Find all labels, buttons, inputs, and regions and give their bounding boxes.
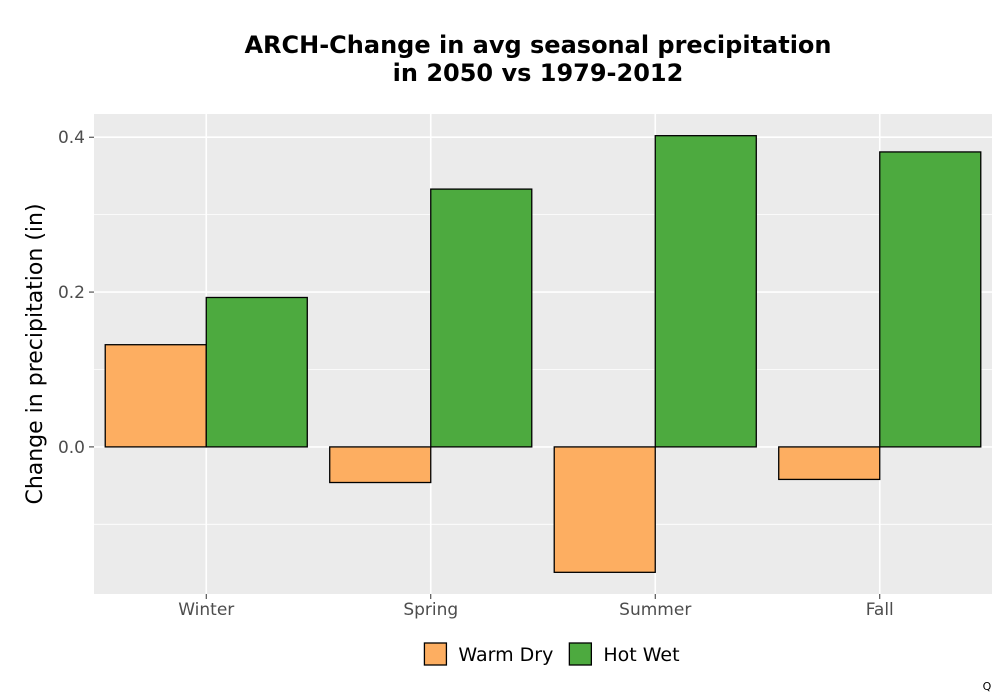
corner-note: Q (983, 680, 992, 693)
chart-title: ARCH-Change in avg seasonal precipitatio… (244, 31, 831, 87)
bar-warm-dry-fall (778, 446, 881, 481)
y-tick-label: 0.4 (58, 128, 85, 148)
bar-hot-wet-spring (430, 188, 533, 448)
legend: Warm Dry Hot Wet (423, 642, 680, 666)
y-tick-label: 0.2 (58, 283, 85, 303)
bar-warm-dry-winter (104, 344, 207, 448)
x-tick-label: Winter (178, 600, 234, 620)
legend-key-warm-dry (423, 642, 448, 666)
bars (104, 135, 982, 573)
y-axis-title: Change in precipitation (in) (23, 203, 48, 504)
chart-title-line-2: in 2050 vs 1979-2012 (393, 59, 684, 87)
y-tick-label: 0.0 (58, 438, 85, 458)
bar-hot-wet-winter (205, 296, 308, 448)
bar-warm-dry-spring (329, 446, 432, 484)
bar-hot-wet-fall (879, 151, 982, 448)
y-axis-ticks: 0.0 0.2 0.4 (58, 128, 94, 458)
x-tick-label: Spring (403, 600, 458, 620)
bar-warm-dry-summer (553, 446, 656, 573)
chart-title-line-1: ARCH-Change in avg seasonal precipitatio… (244, 31, 831, 59)
legend-label-hot-wet: Hot Wet (603, 644, 679, 666)
legend-label-warm-dry: Warm Dry (458, 644, 553, 666)
x-axis-ticks: Winter Spring Summer Fall (178, 594, 894, 620)
x-tick-label: Fall (866, 600, 894, 620)
bar-hot-wet-summer (654, 135, 757, 448)
legend-key-hot-wet (568, 642, 593, 666)
x-tick-label: Summer (619, 600, 691, 620)
